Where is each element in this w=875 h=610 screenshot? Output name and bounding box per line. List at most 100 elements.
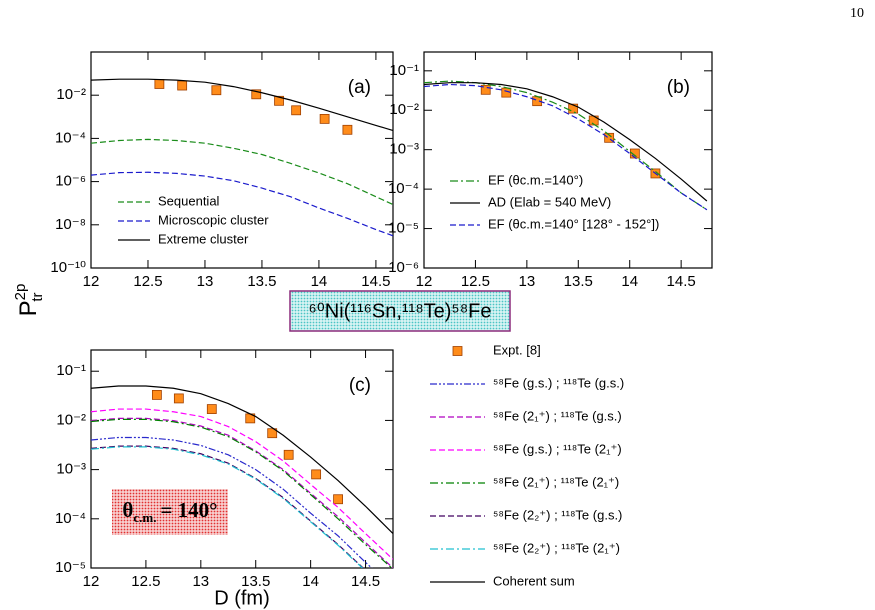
data-point <box>267 428 278 439</box>
x-tick-label: 13.5 <box>564 273 593 290</box>
data-point <box>480 84 491 95</box>
x-tick-label: 14.5 <box>361 273 390 290</box>
y-tick-label: 10⁻² <box>56 411 86 428</box>
curve <box>424 83 708 211</box>
data-point <box>311 469 322 480</box>
data-point <box>291 105 302 116</box>
x-tick-label: 12 <box>416 273 433 290</box>
legend-label: Coherent sum <box>493 573 575 588</box>
data-point <box>173 393 184 404</box>
legend-label: ⁵⁸Fe (g.s.) ; ¹¹⁸Te (g.s.) <box>493 375 624 390</box>
data-point <box>568 103 579 114</box>
legend-label: EF (θc.m.=140° [128° - 152°]) <box>488 216 659 231</box>
annotation-box <box>112 489 228 535</box>
data-point <box>206 404 217 414</box>
data-point <box>177 80 188 91</box>
y-tick-label: 10⁻³ <box>389 141 419 158</box>
y-tick-label: 10⁻¹ <box>389 62 419 79</box>
panel-label: (a) <box>348 77 371 98</box>
annotation: θc.m. = 140° <box>122 498 217 526</box>
x-tick-label: 14 <box>302 573 319 590</box>
plot-series <box>91 78 393 237</box>
curve <box>91 436 373 568</box>
y-tick-label: 10⁻⁵ <box>55 559 86 576</box>
y-tick-label: 10⁻⁵ <box>388 220 419 237</box>
plot-series <box>91 385 393 568</box>
legend-label: ⁵⁸Fe (2₂⁺) ; ¹¹⁸Te (2₁⁺) <box>493 540 620 555</box>
x-tick-label: 13 <box>197 273 214 290</box>
legend-label: AD (Elab = 540 MeV) <box>488 194 611 209</box>
y-axis-label: P2ptr <box>12 284 46 317</box>
x-tick-label: 13.5 <box>241 573 270 590</box>
y-tick-label: 10⁻⁴ <box>55 129 86 146</box>
x-tick-label: 12.5 <box>133 273 162 290</box>
x-tick-label: 13 <box>519 273 536 290</box>
y-tick-label: 10⁻³ <box>56 461 86 478</box>
data-point <box>333 494 343 505</box>
y-tick-label: 10⁻⁶ <box>388 259 419 276</box>
data-point <box>154 79 165 89</box>
curve <box>91 417 393 568</box>
data-point <box>604 132 615 143</box>
legend-label: Microscopic cluster <box>158 212 269 227</box>
y-tick-label: 10⁻⁴ <box>55 510 86 527</box>
x-tick-label: 13.5 <box>247 273 276 290</box>
y-tick-label: 10⁻¹⁰ <box>50 259 86 276</box>
x-axis-label: D (fm) <box>214 587 270 609</box>
plot-frame <box>423 51 713 269</box>
y-axis-label-sub: tr <box>29 292 46 301</box>
annotation-text: = 140° <box>160 498 217 522</box>
x-tick-label: 14 <box>311 273 328 290</box>
curve <box>91 78 393 132</box>
y-tick-label: 10⁻⁴ <box>388 180 419 197</box>
x-tick-label: 12 <box>83 273 100 290</box>
curve <box>424 80 708 211</box>
y-tick-label: 10⁻¹ <box>56 362 86 379</box>
curve <box>91 171 393 237</box>
y-axis-label-sup: 2p <box>12 284 29 301</box>
curve <box>91 418 393 568</box>
annotation-symbol: θ <box>122 498 133 522</box>
x-tick-label: 12 <box>83 573 100 590</box>
y-tick-label: 10⁻⁶ <box>55 173 86 190</box>
reaction-label: ⁶⁰Ni(¹¹⁶Sn,¹¹⁸Te)⁵⁸Fe <box>309 300 492 322</box>
x-tick-label: 14.5 <box>351 573 380 590</box>
page-number: 10 <box>850 6 864 21</box>
data-point <box>283 449 294 460</box>
plot-series <box>424 80 708 211</box>
curve <box>91 445 365 568</box>
annotation-sub: c.m. <box>133 510 156 525</box>
y-tick-label: 10⁻⁸ <box>55 216 86 233</box>
reaction-box <box>289 290 511 332</box>
data-point <box>211 85 222 96</box>
x-tick-label: 12.5 <box>131 573 160 590</box>
x-tick-label: 14 <box>621 273 638 290</box>
x-tick-label: 13 <box>192 573 209 590</box>
legend-label: ⁵⁸Fe (2₁⁺) ; ¹¹⁸Te (2₁⁺) <box>493 474 619 489</box>
y-tick-label: 10⁻² <box>56 86 86 103</box>
curve <box>424 82 708 202</box>
data-point <box>151 390 162 400</box>
legend-label: EF (θc.m.=140°) <box>488 172 583 187</box>
legend-label: ⁵⁸Fe (2₁⁺) ; ¹¹⁸Te (g.s.) <box>493 408 622 423</box>
curve <box>91 385 393 535</box>
legend-label: Expt. [8] <box>493 342 541 357</box>
x-tick-label: 14.5 <box>667 273 696 290</box>
x-tick-label: 12.5 <box>461 273 490 290</box>
curve <box>91 138 393 206</box>
data-point <box>274 95 284 106</box>
legend-label: Sequential <box>158 193 220 208</box>
legend-marker <box>452 346 463 356</box>
curve <box>91 446 364 568</box>
legend-label: ⁵⁸Fe (g.s.) ; ¹¹⁸Te (2₁⁺) <box>493 441 622 456</box>
plot-frame <box>90 349 394 569</box>
y-tick-label: 10⁻² <box>389 101 419 118</box>
legend-label: Extreme cluster <box>158 231 249 246</box>
y-axis-label-main: P <box>15 300 42 316</box>
legend-label: ⁵⁸Fe (2₂⁺) ; ¹¹⁸Te (g.s.) <box>493 507 622 522</box>
data-point <box>342 124 353 135</box>
data-point <box>251 89 262 100</box>
curve <box>91 408 393 560</box>
data-point <box>319 113 330 124</box>
